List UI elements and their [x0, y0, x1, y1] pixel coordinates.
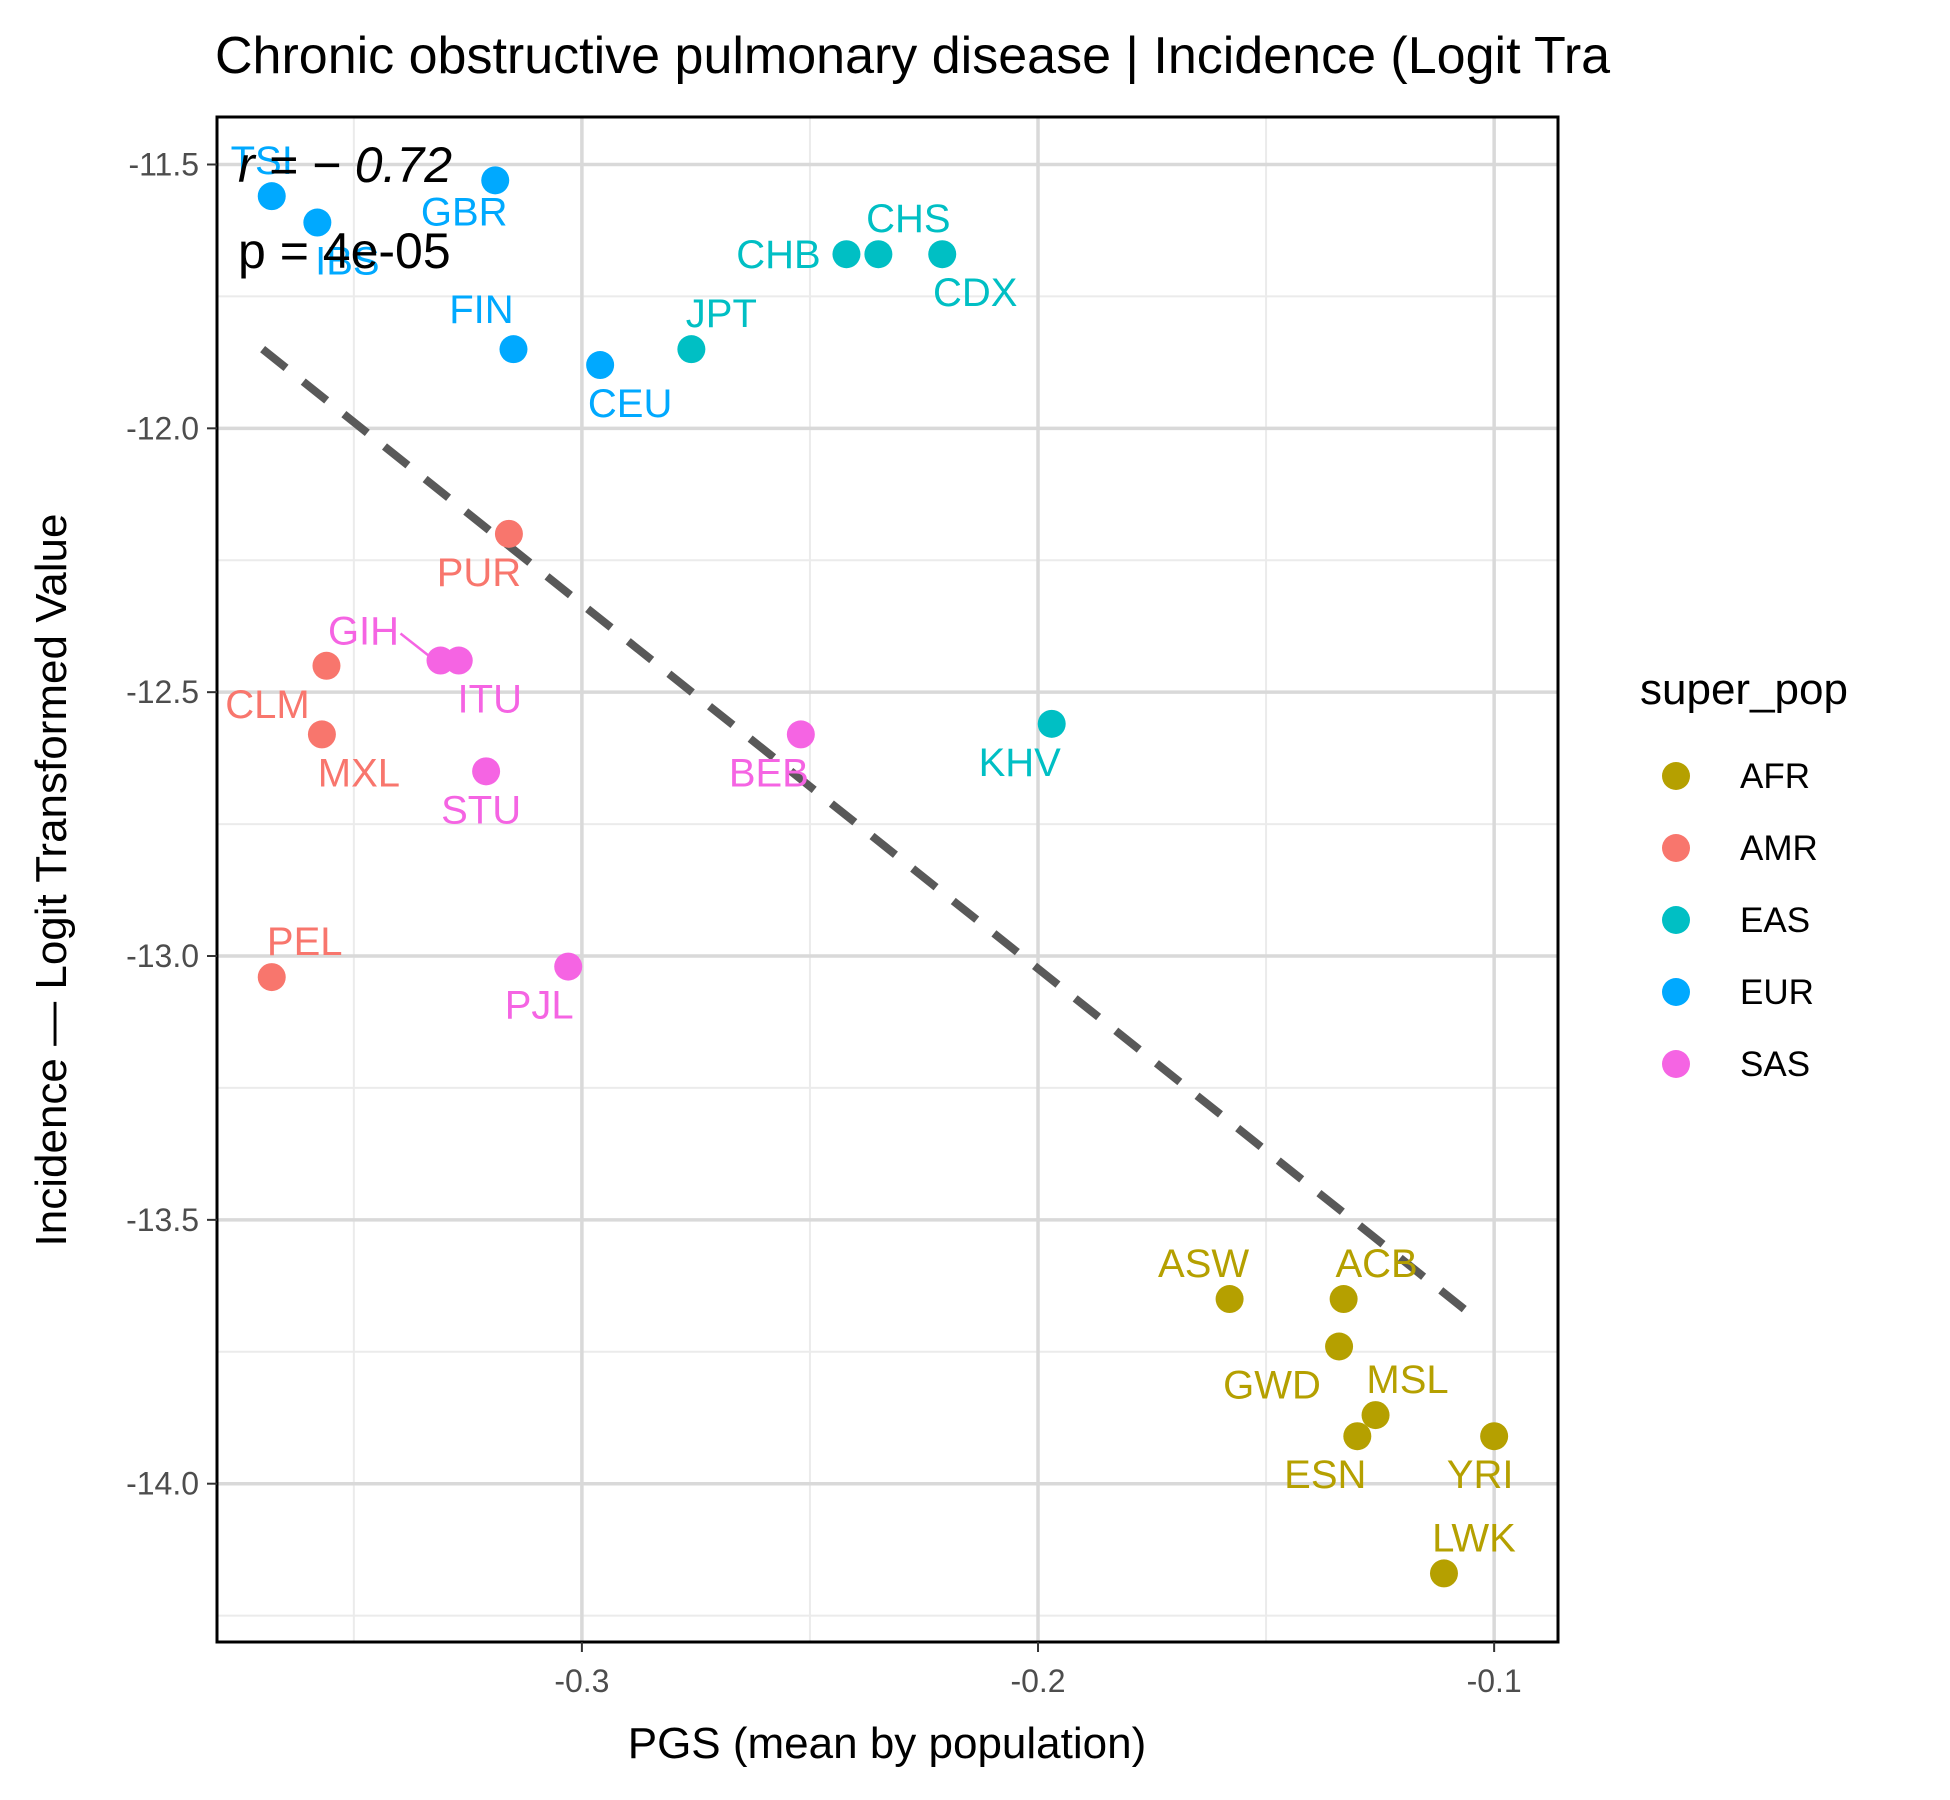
point-label-itu: ITU: [458, 678, 522, 722]
y-axis-title: Incidence — Logit Transformed Value: [27, 514, 76, 1247]
y-tick-label: -11.5: [128, 146, 199, 182]
data-point-acb: [1329, 1285, 1358, 1314]
data-point-yri: [1480, 1422, 1509, 1451]
point-label-chs: CHS: [866, 197, 950, 241]
correlation-r-label: r = − 0.72: [238, 137, 452, 193]
point-label-fin: FIN: [449, 288, 513, 332]
y-tick-label: -13.5: [126, 1202, 199, 1238]
point-label-clm: CLM: [225, 683, 309, 727]
data-point-stu: [472, 757, 501, 786]
y-axis-ticks: -11.5 -12.0 -12.5 -13.0 -13.5 -14.0: [126, 146, 217, 1502]
data-point-ibs: [303, 208, 332, 237]
point-label-jpt: JPT: [686, 292, 757, 336]
point-label-tsi: TSI: [231, 139, 293, 183]
data-point-chs: [864, 240, 893, 269]
data-point-msl: [1361, 1401, 1390, 1430]
data-point-pjl: [554, 952, 583, 981]
data-point-mxl: [307, 720, 336, 749]
data-point-chb: [832, 240, 861, 269]
point-label-acb: ACB: [1335, 1242, 1417, 1286]
legend-label-eas: EAS: [1740, 901, 1810, 940]
legend-key-afr: [1662, 762, 1690, 790]
point-label-msl: MSL: [1366, 1358, 1448, 1402]
y-tick-label: -14.0: [126, 1466, 199, 1502]
data-point-esn: [1343, 1422, 1372, 1451]
x-axis-ticks: -0.3 -0.2 -0.1: [554, 1642, 1522, 1699]
x-tick-label: -0.1: [1467, 1663, 1522, 1699]
data-point-itu: [444, 646, 473, 675]
point-label-gih: GIH: [328, 610, 399, 654]
plot-frame: [215, 115, 1560, 1644]
data-point-pel: [257, 963, 286, 992]
legend-label-sas: SAS: [1740, 1045, 1810, 1084]
data-point-cdx: [928, 240, 957, 269]
legend: super_pop AFR AMR EAS EUR SAS: [1640, 665, 1848, 1084]
point-label-pel: PEL: [267, 920, 343, 964]
point-label-lwk: LWK: [1432, 1516, 1516, 1560]
data-point-jpt: [677, 335, 706, 364]
point-label-stu: STU: [441, 788, 521, 832]
y-tick-label: -12.0: [126, 410, 199, 446]
point-label-khv: KHV: [979, 741, 1062, 785]
y-tick-label: -13.0: [126, 938, 199, 974]
data-point-clm: [312, 651, 341, 680]
data-point-ceu: [586, 351, 615, 380]
data-point-gwd: [1325, 1332, 1354, 1361]
data-point-pur: [494, 519, 523, 548]
data-point-khv: [1037, 709, 1066, 738]
point-label-esn: ESN: [1284, 1453, 1366, 1497]
data-point-lwk: [1429, 1559, 1458, 1588]
point-label-gwd: GWD: [1223, 1363, 1321, 1407]
legend-label-eur: EUR: [1740, 973, 1814, 1012]
x-tick-label: -0.3: [554, 1663, 609, 1699]
correlation-p-label: p = 4e-05: [238, 223, 451, 279]
x-axis-title: PGS (mean by population): [628, 1719, 1147, 1768]
x-tick-label: -0.2: [1010, 1663, 1065, 1699]
point-label-ibs: IBS: [315, 240, 379, 284]
point-label-cdx: CDX: [933, 271, 1017, 315]
legend-key-eas: [1662, 906, 1690, 934]
chart-title: Chronic obstructive pulmonary disease | …: [215, 27, 1610, 85]
point-label-gbr: GBR: [421, 190, 508, 234]
y-tick-label: -12.5: [126, 674, 199, 710]
point-label-asw: ASW: [1158, 1242, 1249, 1286]
point-label-ceu: CEU: [588, 382, 672, 426]
legend-key-amr: [1662, 834, 1690, 862]
point-label-chb: CHB: [736, 233, 820, 277]
point-label-pur: PUR: [437, 551, 521, 595]
legend-key-eur: [1662, 978, 1690, 1006]
legend-label-afr: AFR: [1740, 757, 1810, 796]
label-leader-gih: [399, 632, 430, 657]
point-label-yri: YRI: [1447, 1453, 1514, 1497]
data-point-fin: [499, 335, 528, 364]
point-label-pjl: PJL: [505, 984, 574, 1028]
legend-label-amr: AMR: [1740, 829, 1818, 868]
data-point-beb: [786, 720, 815, 749]
point-label-mxl: MXL: [318, 751, 400, 795]
point-label-beb: BEB: [729, 751, 809, 795]
legend-title: super_pop: [1640, 665, 1848, 714]
points-layer: [257, 166, 1509, 1588]
data-point-gbr: [481, 166, 510, 195]
data-point-tsi: [257, 182, 286, 211]
legend-key-sas: [1662, 1050, 1690, 1078]
plot-grid: [217, 117, 1558, 1642]
data-point-asw: [1215, 1285, 1244, 1314]
